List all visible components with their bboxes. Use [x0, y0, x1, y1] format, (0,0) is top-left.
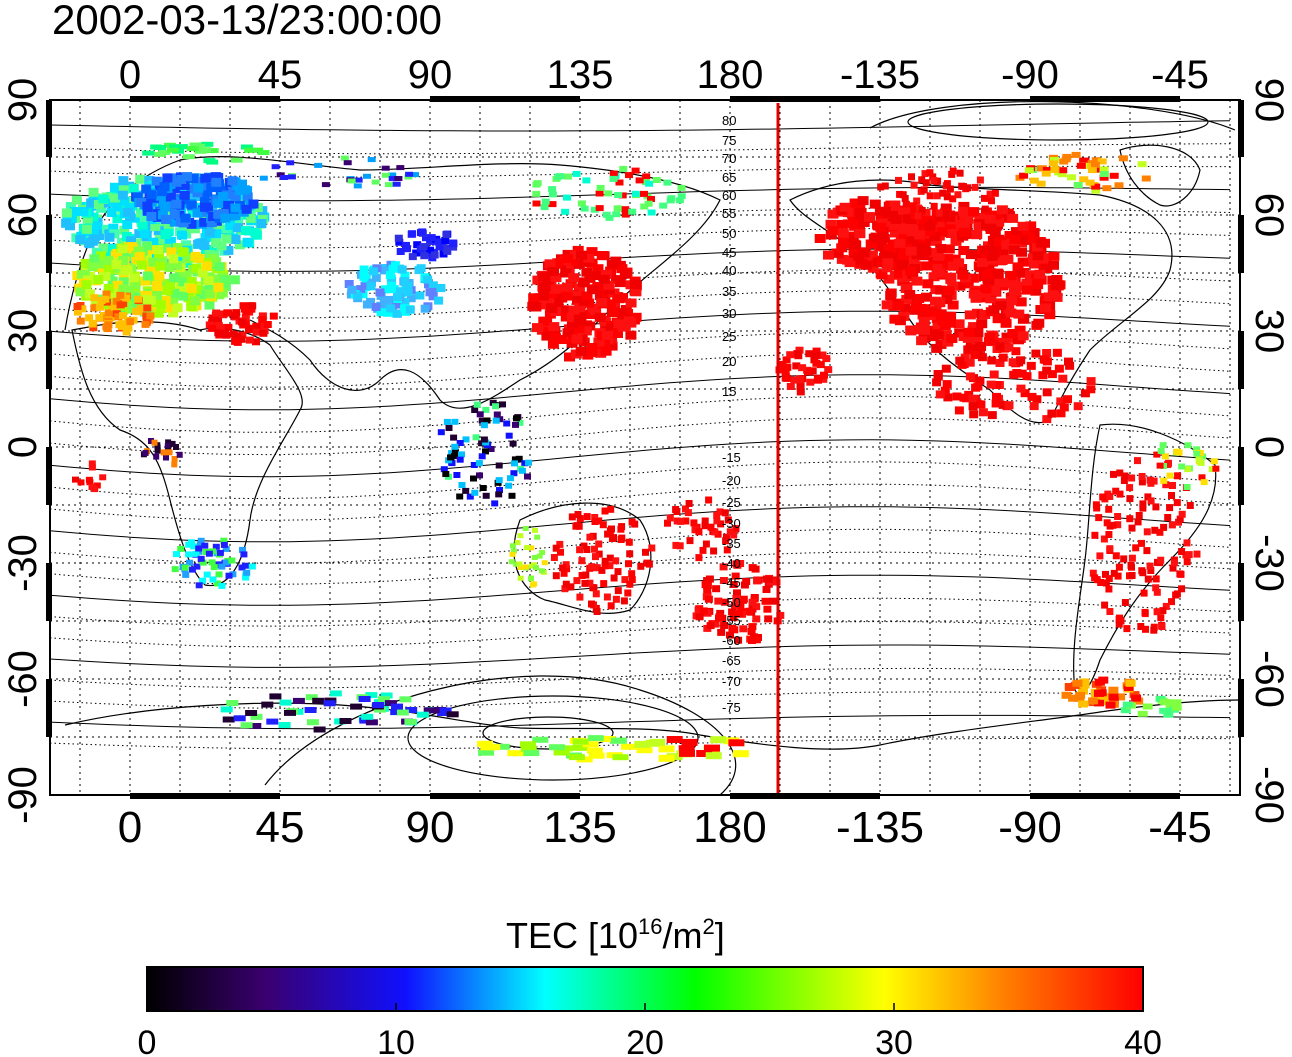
- australia-coast: [513, 502, 652, 614]
- eurasia-coast: [64, 156, 721, 409]
- lon-tick-top: 45: [258, 53, 303, 97]
- bottom-longitude-ticks: 0 45 90 135 180 -135 -90 -45: [118, 803, 1212, 852]
- colorbar-label: TEC [1016/m2]: [506, 914, 725, 956]
- lon-tick-top: 180: [697, 53, 764, 97]
- lat-tick-right: 60: [1247, 193, 1291, 238]
- lat-tick-right: 30: [1247, 309, 1291, 354]
- lon-tick-top: -90: [1001, 53, 1059, 97]
- right-latitude-ticks: 90 60 30 0 -30 -60 -90: [1247, 78, 1291, 824]
- greenland-coast: [1119, 144, 1201, 207]
- lon-tick-bottom: -90: [998, 803, 1062, 852]
- lat-tick-left: -30: [1, 534, 45, 592]
- contour-label: 45: [722, 245, 736, 260]
- contour-label: -45: [722, 575, 741, 590]
- lon-tick-top: 135: [547, 53, 614, 97]
- contour-label: -55: [722, 613, 741, 628]
- contour-label: -60: [722, 633, 741, 648]
- contour-label: 70: [722, 151, 736, 166]
- map-title: 2002-03-13/23:00:00: [52, 0, 442, 43]
- contour-label: 50: [722, 226, 736, 241]
- contour-label: 40: [722, 263, 736, 278]
- contour-label: 75: [722, 133, 736, 148]
- contour-label: -15: [722, 450, 741, 465]
- contour-label: 65: [722, 170, 736, 185]
- contour-label: -50: [722, 595, 741, 610]
- contour-label: 35: [722, 284, 736, 299]
- colorbar-ticks: 0 10 20 30 40: [138, 1003, 1162, 1057]
- contour-label: 80: [722, 113, 736, 128]
- south-america-coast: [1073, 423, 1217, 695]
- left-latitude-ticks: 90 60 30 0 -30 -60 -90: [1, 78, 45, 824]
- contour-label: -35: [722, 536, 741, 551]
- contour-label: -20: [722, 473, 741, 488]
- top-longitude-ticks: 0 45 90 135 180 -135 -90 -45: [119, 53, 1209, 97]
- colorbar-tick: 20: [626, 1024, 664, 1057]
- lon-tick-top: -45: [1151, 53, 1209, 97]
- lat-tick-left: -90: [1, 766, 45, 824]
- colorbar-label-sup1: 16: [638, 914, 662, 939]
- lat-tick-left: 0: [1, 436, 45, 458]
- lon-tick-bottom: 90: [406, 803, 455, 852]
- lat-tick-right: -60: [1247, 650, 1291, 708]
- contour-label: 25: [722, 329, 736, 344]
- lat-tick-left: 90: [1, 78, 45, 123]
- lon-tick-bottom: 45: [256, 803, 305, 852]
- contour-label: -75: [722, 700, 741, 715]
- contour-label: 30: [722, 306, 736, 321]
- contour-label: -25: [722, 495, 741, 510]
- contour-labels: 80 75 70 65 60 55 50 45 40 35 30 25 20 15 -15 -20 -25 -30…: [722, 113, 741, 715]
- contour-label: -40: [722, 556, 741, 571]
- contour-label: 20: [722, 354, 736, 369]
- contour-label: -70: [722, 674, 741, 689]
- colorbar-label-sup2: 2: [703, 914, 715, 939]
- lat-tick-left: 60: [1, 193, 45, 238]
- south-polar-contours: [264, 101, 1236, 795]
- lat-tick-right: -30: [1247, 534, 1291, 592]
- lat-tick-right: -90: [1247, 766, 1291, 824]
- colorbar-label-main: TEC [10: [506, 915, 638, 956]
- contour-label: -30: [722, 516, 741, 531]
- contour-label: 60: [722, 188, 736, 203]
- lon-tick-bottom: 0: [118, 803, 142, 852]
- colorbar-tick: 30: [875, 1024, 913, 1057]
- colorbar-label-end: ]: [715, 915, 725, 956]
- antarctica-coast: [64, 699, 1240, 750]
- colorbar-tick: 10: [377, 1024, 415, 1057]
- contour-label: 55: [722, 206, 736, 221]
- colorbar-label-mid: /m: [663, 915, 703, 956]
- lon-tick-bottom: -45: [1148, 803, 1212, 852]
- colorbar-tick: 0: [138, 1024, 157, 1057]
- lon-tick-top: 0: [119, 53, 141, 97]
- contour-label: 15: [722, 384, 736, 399]
- frame-tick-bars: [46, 96, 1244, 799]
- lat-tick-left: 30: [1, 309, 45, 354]
- colorbar-tick: 40: [1124, 1024, 1162, 1057]
- lon-tick-top: -135: [840, 53, 920, 97]
- contour-label: -65: [722, 653, 741, 668]
- lat-tick-right: 0: [1247, 436, 1291, 458]
- lat-tick-left: -60: [1, 650, 45, 708]
- lon-tick-top: 90: [408, 53, 453, 97]
- lon-tick-bottom: 180: [693, 803, 766, 852]
- lon-tick-bottom: -135: [836, 803, 924, 852]
- lat-tick-right: 90: [1247, 78, 1291, 123]
- tec-data-points: [61, 141, 1220, 763]
- lon-tick-bottom: 135: [543, 803, 616, 852]
